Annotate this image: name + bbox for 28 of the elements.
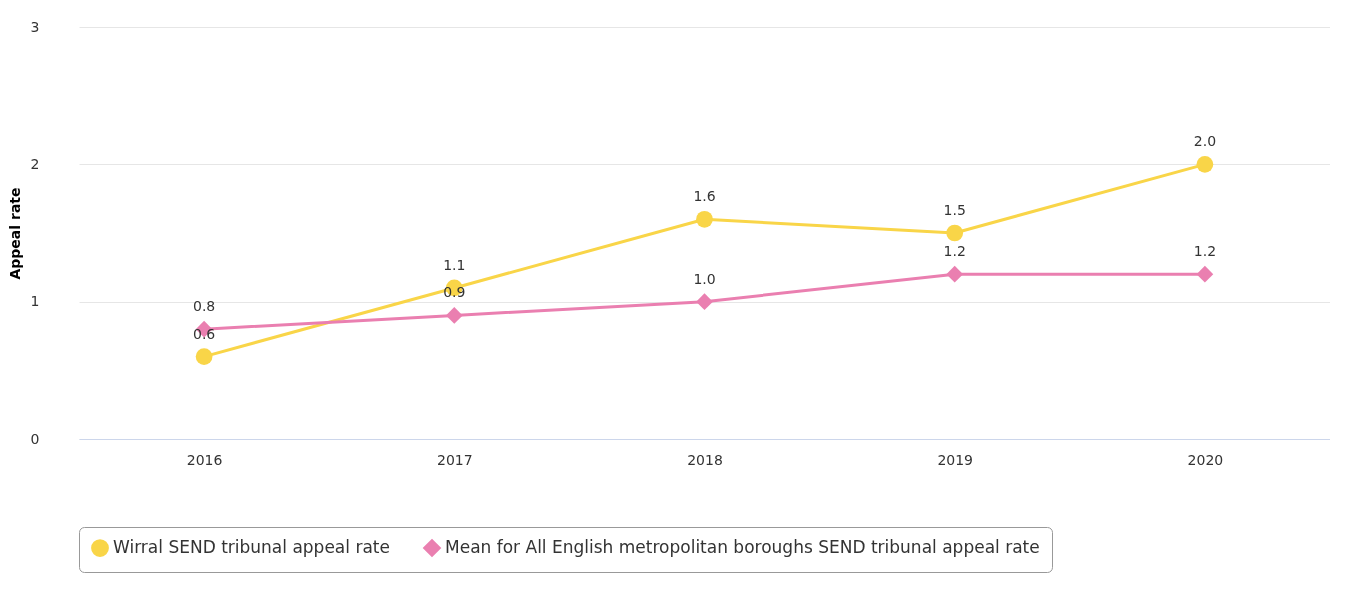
- point: [696, 293, 713, 311]
- x-tick-label: 2016: [186, 451, 223, 468]
- point: [1196, 265, 1214, 283]
- point: [445, 307, 463, 324]
- data-label: 1.5: [943, 202, 966, 218]
- x-tick-label: 2019: [937, 451, 974, 468]
- point: [946, 224, 964, 242]
- data-label: 2.0: [1193, 133, 1217, 150]
- data-label: 1.2: [1193, 243, 1217, 260]
- point: [696, 210, 713, 228]
- y-axis-title: Appeal rate: [6, 187, 23, 280]
- data-label: 1.0: [693, 270, 716, 287]
- data-label: 0.8: [192, 298, 216, 315]
- x-tick-label: 2018: [687, 451, 723, 468]
- y-tick-label: 0: [30, 430, 40, 447]
- legend-label: Wirral SEND tribunal appeal rate: [113, 537, 390, 558]
- point: [1196, 155, 1214, 173]
- y-tick-label: 1: [30, 293, 40, 310]
- point: [946, 265, 964, 283]
- data-label: 1.2: [943, 243, 966, 260]
- x-tick-label: 2020: [1187, 451, 1224, 468]
- legend-label: Mean for All English metropolitan boroughs SEND tribunal appeal rate: [445, 537, 1040, 558]
- data-label: 1.1: [443, 256, 466, 273]
- data-label: 1.6: [693, 188, 716, 205]
- y-tick-label: 2: [30, 155, 40, 172]
- x-tick-label: 2017: [436, 451, 473, 468]
- y-tick-label: 3: [30, 18, 40, 35]
- point: [195, 348, 213, 365]
